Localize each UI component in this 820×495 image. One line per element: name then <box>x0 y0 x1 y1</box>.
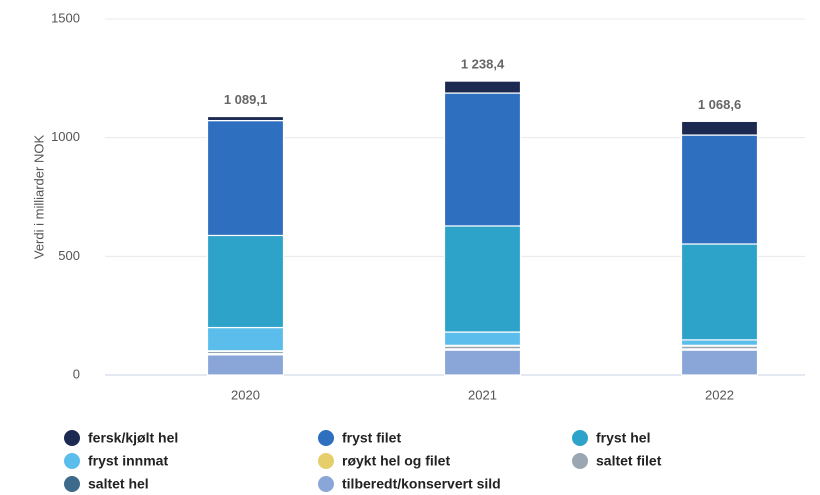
bar-segment <box>206 326 285 352</box>
bar-segment <box>680 243 759 341</box>
bar-segment <box>680 349 759 376</box>
legend-label: fryst innmat <box>88 453 168 469</box>
bar-segment <box>680 134 759 245</box>
total-label: 1 068,6 <box>698 97 741 112</box>
bar-segment <box>680 120 759 136</box>
y-tick-label: 1000 <box>51 129 80 144</box>
bar-segment <box>443 349 522 376</box>
bar-segment <box>206 354 285 376</box>
y-tick-label: 1500 <box>51 10 80 25</box>
y-axis-label: Verdi i milliarder NOK <box>31 135 46 260</box>
bar-segment <box>443 80 522 94</box>
legend-marker <box>64 476 80 492</box>
legend-marker <box>318 476 334 492</box>
legend-marker <box>318 430 334 446</box>
bar-segment <box>206 115 285 122</box>
legend-label: fersk/kjølt hel <box>88 430 178 446</box>
legend-label: røykt hel og filet <box>342 453 450 469</box>
bar-segment <box>206 234 285 329</box>
legend-label: tilberedt/konservert sild <box>342 476 501 492</box>
bar-segment <box>443 331 522 346</box>
legend-marker <box>572 453 588 469</box>
legend-marker <box>64 453 80 469</box>
x-tick-label: 2020 <box>231 387 260 402</box>
legend-marker <box>318 453 334 469</box>
bar-segment <box>443 225 522 333</box>
legend-label: saltet filet <box>596 453 662 469</box>
legend-marker <box>64 430 80 446</box>
y-tick-label: 500 <box>58 248 80 263</box>
bar-segment <box>443 92 522 227</box>
legend-marker <box>572 430 588 446</box>
legend-label: fryst hel <box>596 430 650 446</box>
legend-label: saltet hel <box>88 476 149 492</box>
bar-segment <box>680 339 759 346</box>
total-label: 1 238,4 <box>461 57 505 72</box>
bar-segment <box>206 119 285 237</box>
x-tick-label: 2021 <box>468 387 497 402</box>
y-tick-label: 0 <box>73 366 80 381</box>
total-label: 1 089,1 <box>224 92 267 107</box>
x-tick-label: 2022 <box>705 387 734 402</box>
legend-label: fryst filet <box>342 430 401 446</box>
